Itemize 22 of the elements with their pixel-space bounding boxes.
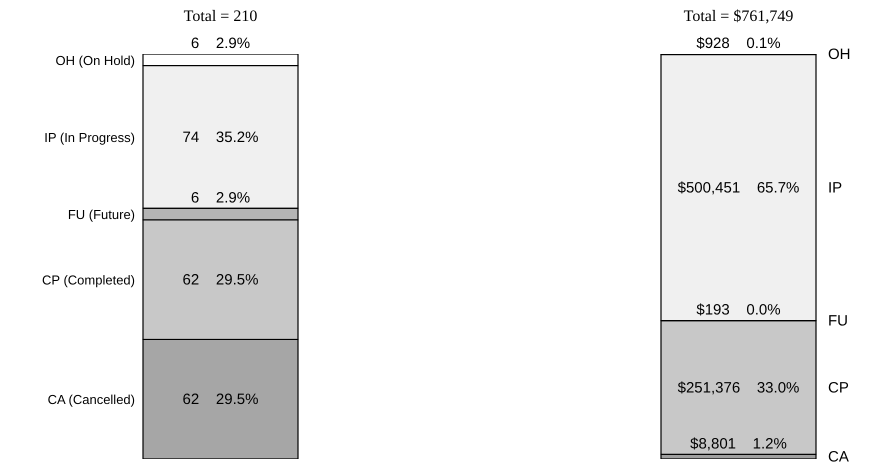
data-label: 6 2.9% — [190, 35, 250, 52]
series-label: OH — [828, 46, 850, 64]
data-label: $500,451 65.7% — [678, 180, 800, 197]
series-label: IP (In Progress) — [44, 130, 135, 145]
series-label: CA (Cancelled) — [48, 392, 135, 408]
series-label: IP — [828, 180, 842, 197]
series-label: CP (Completed) — [42, 272, 135, 288]
data-label: 74 35.2% — [182, 128, 258, 146]
data-label: $251,376 33.0% — [678, 379, 800, 396]
series-label: OH (On Hold) — [56, 52, 135, 68]
data-label: $8,801 1.2% — [690, 435, 787, 452]
chart-title: Total = $761,749 — [682, 8, 794, 27]
data-label: 6 2.9% — [190, 189, 250, 206]
chart-title: Total = 210 — [182, 8, 258, 27]
series-label: FU — [828, 312, 848, 330]
data-label: $193 0.0% — [696, 302, 781, 319]
data-label: $928 0.1% — [696, 35, 781, 52]
series-label: CA — [828, 448, 849, 466]
series-label: FU (Future) — [68, 207, 135, 222]
data-label: 62 29.5% — [182, 391, 258, 408]
series-label: CP — [828, 379, 849, 396]
data-label: 62 29.5% — [182, 272, 258, 289]
